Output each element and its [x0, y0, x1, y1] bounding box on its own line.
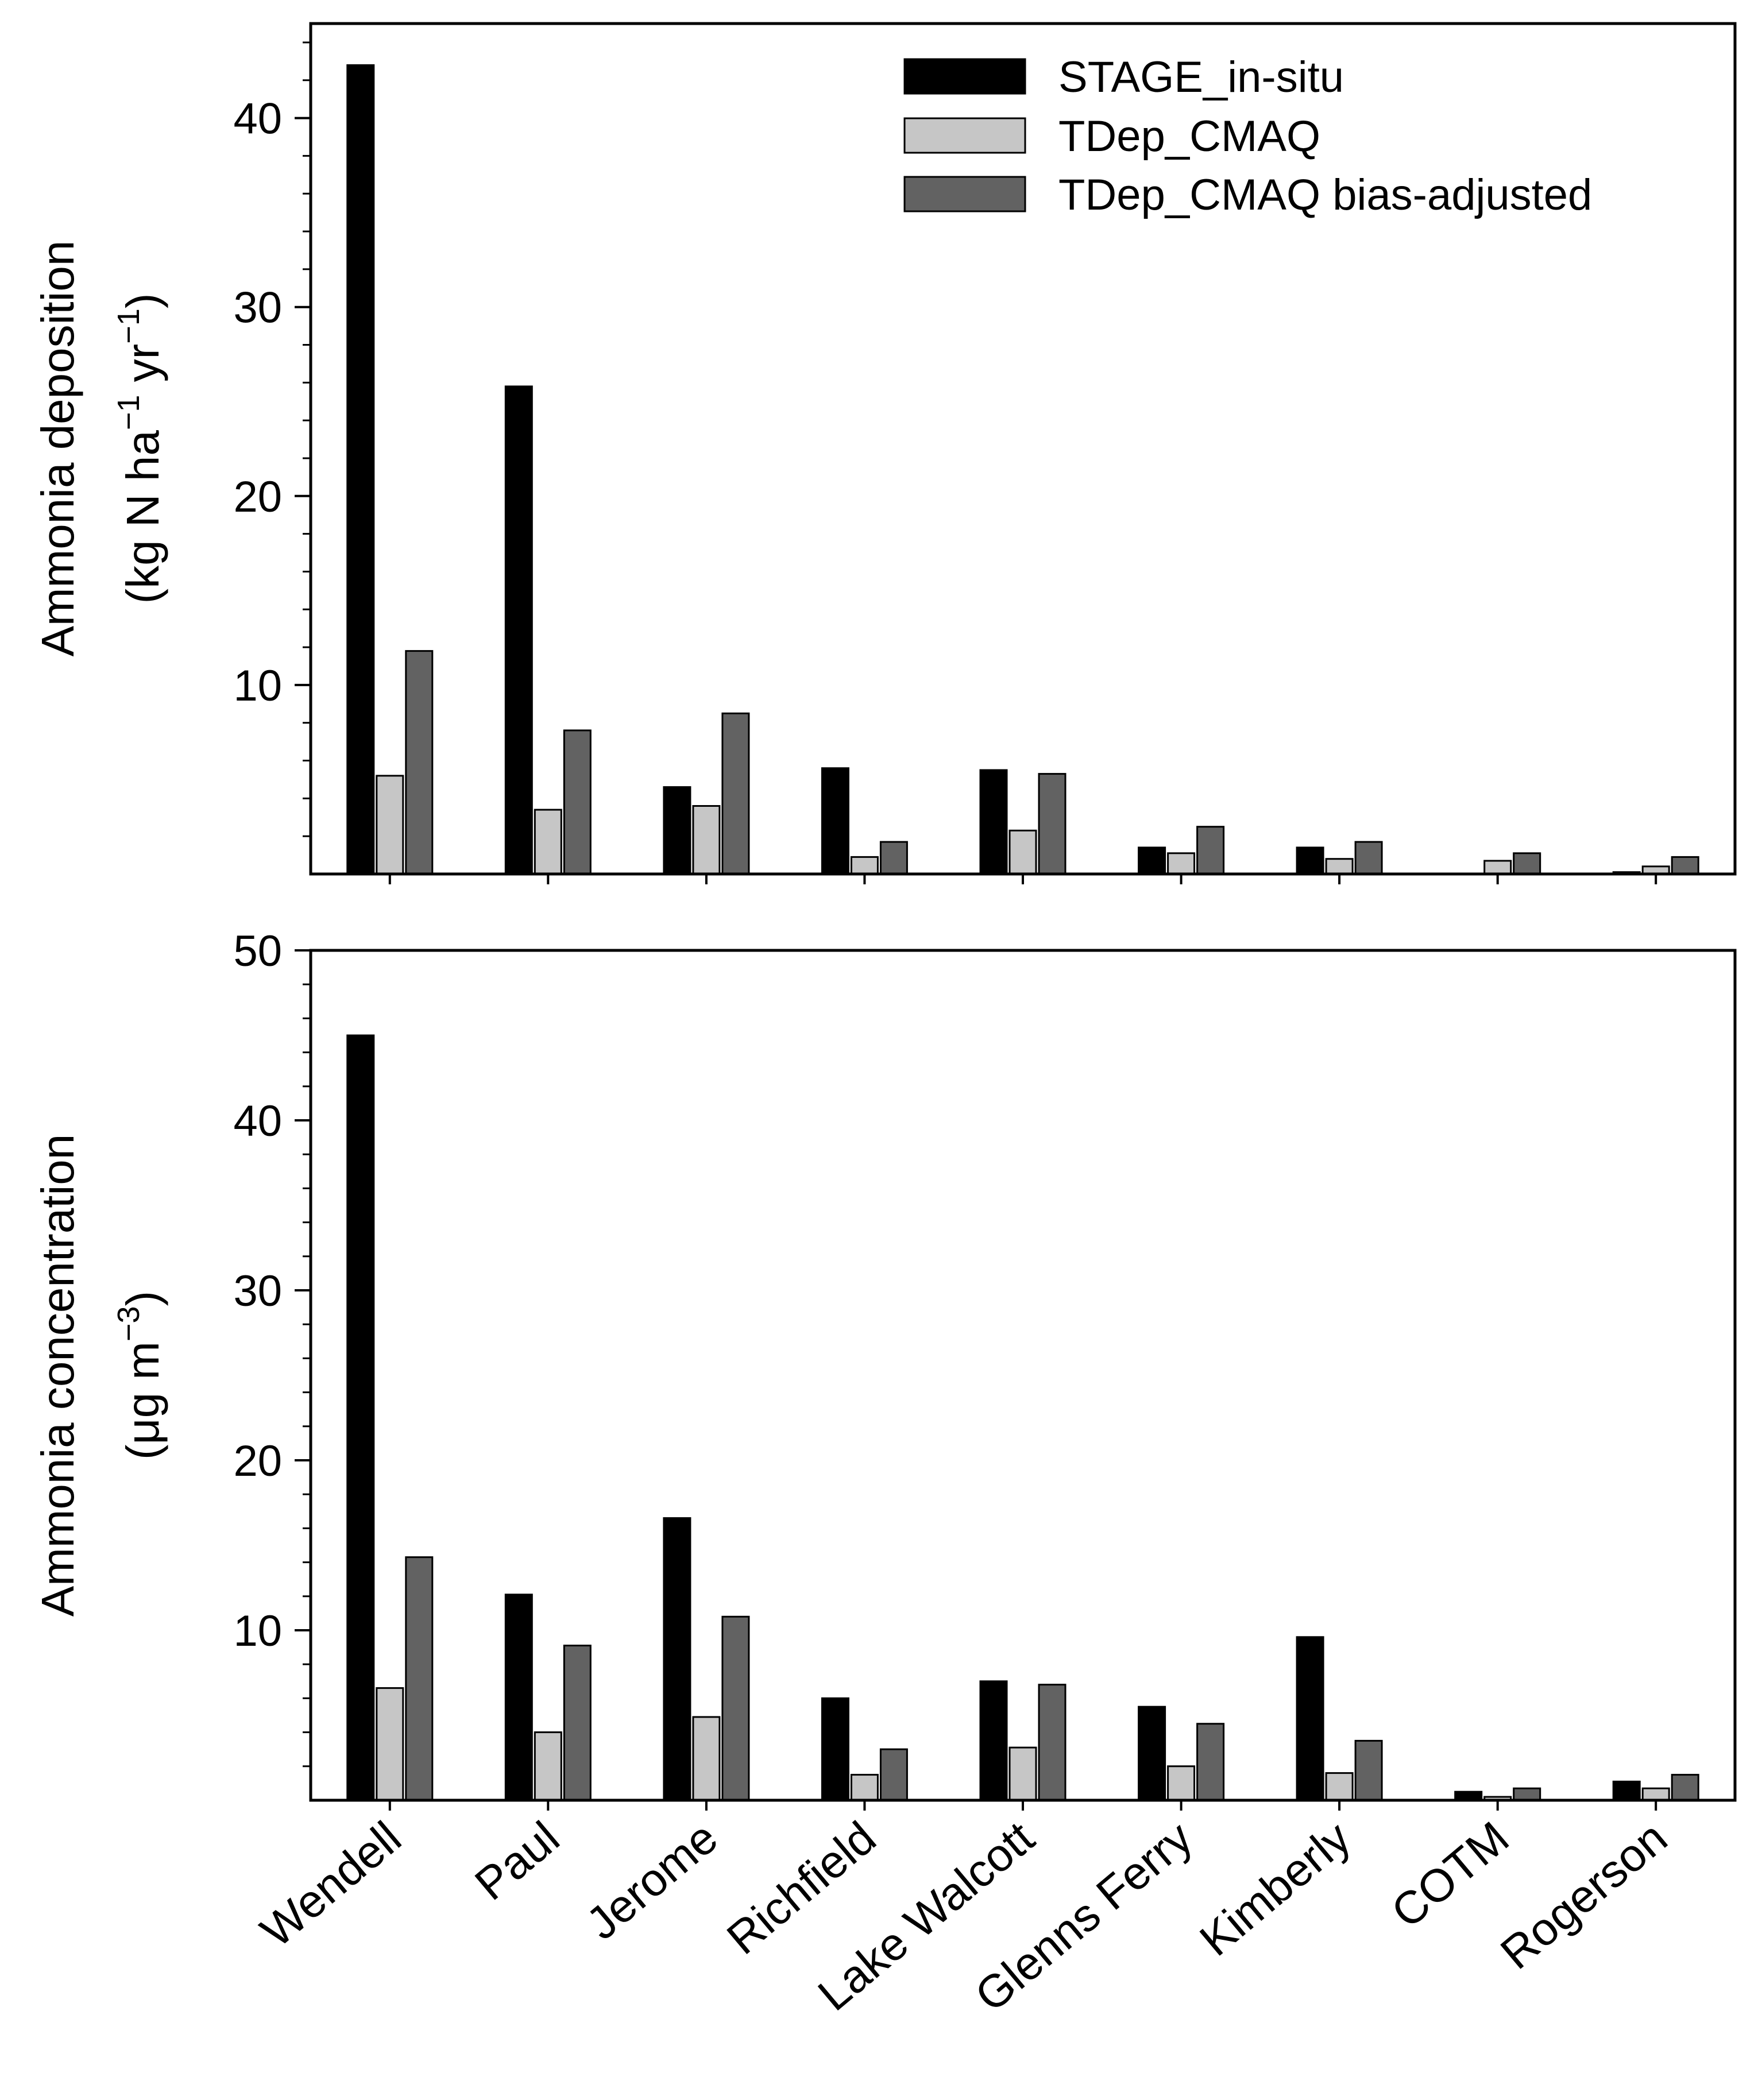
concentration-bar-tdep-cmaq-bias-adjusted-paul — [563, 1645, 592, 1801]
deposition-bar-tdep-cmaq-bias-adjusted-paul — [563, 729, 592, 875]
deposition-bar-tdep-cmaq-bias-adjusted-wendell — [405, 650, 434, 875]
category-label-paul: Paul — [465, 1812, 569, 1910]
deposition-x-ticks — [388, 874, 1657, 884]
concentration-bar-tdep-cmaq-glenns-ferry — [1167, 1765, 1196, 1801]
concentration-bar-stage-in-situ-lake-walcott — [979, 1680, 1008, 1801]
category-label-cotm: COTM — [1382, 1812, 1518, 1938]
category-label-wendell: Wendell — [251, 1812, 411, 1957]
concentration-bar-tdep-cmaq-kimberly — [1325, 1772, 1354, 1801]
concentration-bar-tdep-cmaq-jerome — [692, 1716, 721, 1801]
legend-swatch-tdep-cmaq-bias-adjusted — [903, 176, 1026, 212]
deposition-bar-tdep-cmaq-bias-adjusted-lake-walcott — [1038, 773, 1067, 875]
concentration-bar-stage-in-situ-wendell — [346, 1034, 375, 1801]
deposition-bar-tdep-cmaq-bias-adjusted-glenns-ferry — [1196, 826, 1225, 875]
concentration-bar-stage-in-situ-kimberly — [1296, 1636, 1324, 1801]
deposition-y-tick-label: 30 — [233, 284, 282, 332]
concentration-x-ticks — [388, 1800, 1657, 1811]
concentration-bar-stage-in-situ-richfield — [821, 1697, 849, 1801]
concentration-bar-tdep-cmaq-bias-adjusted-jerome — [721, 1615, 750, 1801]
concentration-bar-tdep-cmaq-bias-adjusted-glenns-ferry — [1196, 1723, 1225, 1801]
deposition-bar-stage-in-situ-jerome — [663, 786, 691, 875]
unit-text: (μg m — [117, 1341, 168, 1460]
legend-swatch-stage-in-situ — [903, 58, 1026, 95]
deposition-y-axis-title: Ammonia deposition — [32, 241, 83, 657]
concentration-y-tick-label: 20 — [233, 1437, 282, 1486]
concentration-bar-tdep-cmaq-bias-adjusted-rogerson — [1671, 1774, 1699, 1801]
unit-exponent: −3 — [111, 1306, 146, 1341]
deposition-bar-tdep-cmaq-jerome — [692, 805, 721, 875]
concentration-y-axis-title: Ammonia concentration — [32, 1134, 83, 1616]
deposition-bar-tdep-cmaq-bias-adjusted-rogerson — [1671, 856, 1699, 875]
unit-text: yr — [117, 344, 168, 395]
concentration-bar-tdep-cmaq-lake-walcott — [1008, 1746, 1037, 1801]
deposition-bar-tdep-cmaq-paul — [534, 809, 562, 875]
deposition-bar-tdep-cmaq-bias-adjusted-kimberly — [1354, 841, 1383, 875]
concentration-bar-stage-in-situ-glenns-ferry — [1138, 1705, 1166, 1801]
category-label-rogerson: Rogerson — [1491, 1812, 1676, 1979]
concentration-y-tick-label: 50 — [233, 927, 282, 976]
concentration-y-tick-label: 10 — [233, 1607, 282, 1656]
deposition-bars — [346, 64, 1699, 875]
deposition-bar-stage-in-situ-lake-walcott — [979, 769, 1008, 875]
concentration-bar-stage-in-situ-paul — [504, 1594, 533, 1801]
legend: STAGE_in-situ TDep_CMAQ TDep_CMAQ bias-adj… — [903, 53, 1592, 219]
concentration-y-tick-label: 30 — [233, 1267, 282, 1316]
deposition-bar-tdep-cmaq-cotm — [1483, 860, 1512, 875]
legend-label-tdep-cmaq-bias-adjusted: TDep_CMAQ bias-adjusted — [1058, 171, 1592, 219]
deposition-bar-tdep-cmaq-kimberly — [1325, 858, 1354, 875]
deposition-bar-tdep-cmaq-bias-adjusted-jerome — [721, 712, 750, 875]
concentration-bar-tdep-cmaq-bias-adjusted-lake-walcott — [1038, 1684, 1067, 1801]
deposition-y-axis: 10 20 30 40 — [233, 41, 311, 837]
deposition-bar-stage-in-situ-richfield — [821, 767, 849, 875]
concentration-bar-tdep-cmaq-bias-adjusted-kimberly — [1354, 1739, 1383, 1801]
deposition-bar-tdep-cmaq-lake-walcott — [1008, 829, 1037, 875]
unit-text: ) — [117, 293, 168, 308]
deposition-bar-stage-in-situ-paul — [504, 385, 533, 875]
deposition-y-tick-label: 20 — [233, 473, 282, 521]
deposition-panel: 10 20 30 40 STAGE_in-situ TDep_CMAQ TDep_CMAQ… — [32, 22, 1737, 884]
unit-text: (kg N ha — [117, 430, 168, 604]
concentration-bar-tdep-cmaq-richfield — [850, 1774, 879, 1801]
concentration-bar-tdep-cmaq-bias-adjusted-richfield — [879, 1748, 908, 1801]
deposition-y-tick-label: 10 — [233, 662, 282, 710]
concentration-y-axis: 10 20 30 40 50 — [233, 927, 311, 1768]
deposition-bar-stage-in-situ-wendell — [346, 64, 375, 875]
deposition-bar-tdep-cmaq-richfield — [850, 856, 879, 875]
unit-exponent: −1 — [111, 308, 146, 344]
deposition-bar-stage-in-situ-kimberly — [1296, 846, 1324, 875]
concentration-bar-tdep-cmaq-paul — [534, 1731, 562, 1801]
legend-swatch-tdep-cmaq — [903, 117, 1026, 154]
concentration-bar-tdep-cmaq-rogerson — [1641, 1787, 1670, 1801]
concentration-bar-stage-in-situ-jerome — [663, 1517, 691, 1801]
deposition-y-axis-units: (kg N ha−1 yr−1) — [111, 293, 168, 604]
legend-label-tdep-cmaq: TDep_CMAQ — [1058, 112, 1320, 161]
deposition-bar-tdep-cmaq-bias-adjusted-richfield — [879, 841, 908, 875]
category-label-jerome: Jerome — [577, 1812, 727, 1950]
concentration-panel: 10 20 30 40 50 Ammonia concentration (μg m−3… — [32, 927, 1737, 1811]
legend-label-stage-in-situ: STAGE_in-situ — [1058, 53, 1344, 102]
deposition-bar-tdep-cmaq-glenns-ferry — [1167, 852, 1196, 875]
unit-text: ) — [117, 1291, 168, 1306]
category-label-kimberly: Kimberly — [1190, 1812, 1360, 1966]
concentration-bar-tdep-cmaq-bias-adjusted-cotm — [1513, 1787, 1541, 1801]
concentration-y-tick-label: 40 — [233, 1097, 282, 1146]
deposition-y-tick-label: 40 — [233, 95, 282, 144]
concentration-y-axis-units: (μg m−3) — [111, 1291, 168, 1460]
deposition-bar-tdep-cmaq-wendell — [376, 775, 404, 875]
unit-exponent: −1 — [111, 395, 146, 431]
concentration-bar-stage-in-situ-rogerson — [1612, 1780, 1641, 1801]
concentration-bars — [346, 1034, 1699, 1801]
concentration-bar-tdep-cmaq-bias-adjusted-wendell — [405, 1556, 434, 1801]
concentration-bar-tdep-cmaq-wendell — [376, 1687, 404, 1801]
deposition-bar-stage-in-situ-glenns-ferry — [1138, 846, 1166, 875]
deposition-bar-tdep-cmaq-bias-adjusted-cotm — [1513, 852, 1541, 875]
